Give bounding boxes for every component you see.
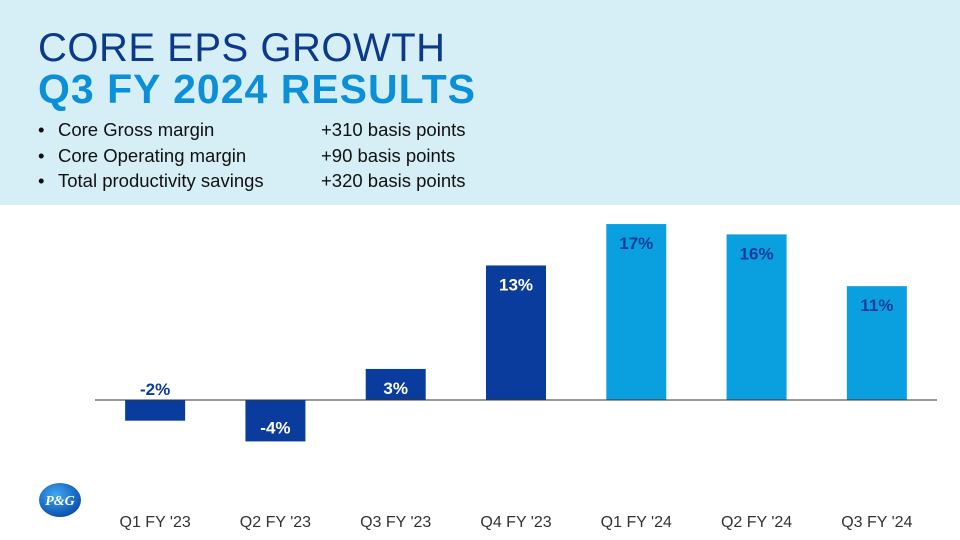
x-tick-label: Q2 FY '24 [721, 514, 792, 531]
bullet-icon: • [38, 170, 45, 191]
bullet-icon: • [38, 119, 45, 140]
metric-row-gross-margin: • Core Gross margin +310 basis points [38, 119, 558, 145]
data-label: 13% [499, 275, 533, 294]
metric-label: Core Gross margin [58, 119, 215, 140]
data-label: 11% [860, 296, 893, 315]
page-title: CORE EPS GROWTH [38, 26, 446, 70]
metrics-list: • Core Gross margin +310 basis points • … [38, 119, 558, 196]
bar-q3-fy-23 [365, 368, 426, 400]
x-tick-label: Q3 FY '23 [360, 514, 431, 531]
metric-label: Total productivity savings [58, 170, 264, 191]
pg-logo-icon: P&G [39, 483, 81, 517]
data-label: -4% [260, 418, 290, 437]
x-tick-label: Q1 FY '24 [601, 514, 672, 531]
bar-q4-fy-23 [486, 265, 546, 400]
x-tick-label: Q4 FY '23 [480, 514, 551, 531]
metric-value: +90 basis points [321, 144, 456, 166]
x-tick-label: Q3 FY '24 [841, 514, 912, 531]
metric-row-operating-margin: • Core Operating margin +90 basis points [38, 145, 558, 171]
bar-q1-fy-23 [125, 400, 186, 421]
data-label: 3% [383, 379, 408, 398]
logo-text: P&G [45, 494, 75, 509]
bar-q2-fy-24 [726, 234, 787, 400]
bar-q2-fy-23 [245, 400, 306, 442]
page-subtitle: Q3 FY 2024 RESULTS [38, 66, 477, 112]
data-label: 17% [619, 234, 653, 253]
x-tick-label: Q2 FY '23 [240, 514, 311, 531]
header-band [0, 0, 960, 205]
data-label: -2% [140, 380, 170, 399]
metric-row-productivity-savings: • Total productivity savings +320 basis … [38, 170, 558, 196]
metric-value: +320 basis points [321, 170, 466, 191]
x-tick-label: Q1 FY '23 [120, 514, 191, 531]
eps-growth-bar-chart: -2% Q1 FY '23 -4% Q2 FY '23 3% Q3 FY '23 13% Q4… [95, 224, 937, 531]
bar-q3-fy-24 [846, 286, 907, 400]
data-label: 16% [740, 244, 774, 263]
metric-label: Core Operating margin [58, 144, 247, 166]
bullet-icon: • [38, 144, 45, 166]
metric-value: +310 basis points [321, 119, 466, 140]
bar-q1-fy-24 [606, 224, 667, 400]
